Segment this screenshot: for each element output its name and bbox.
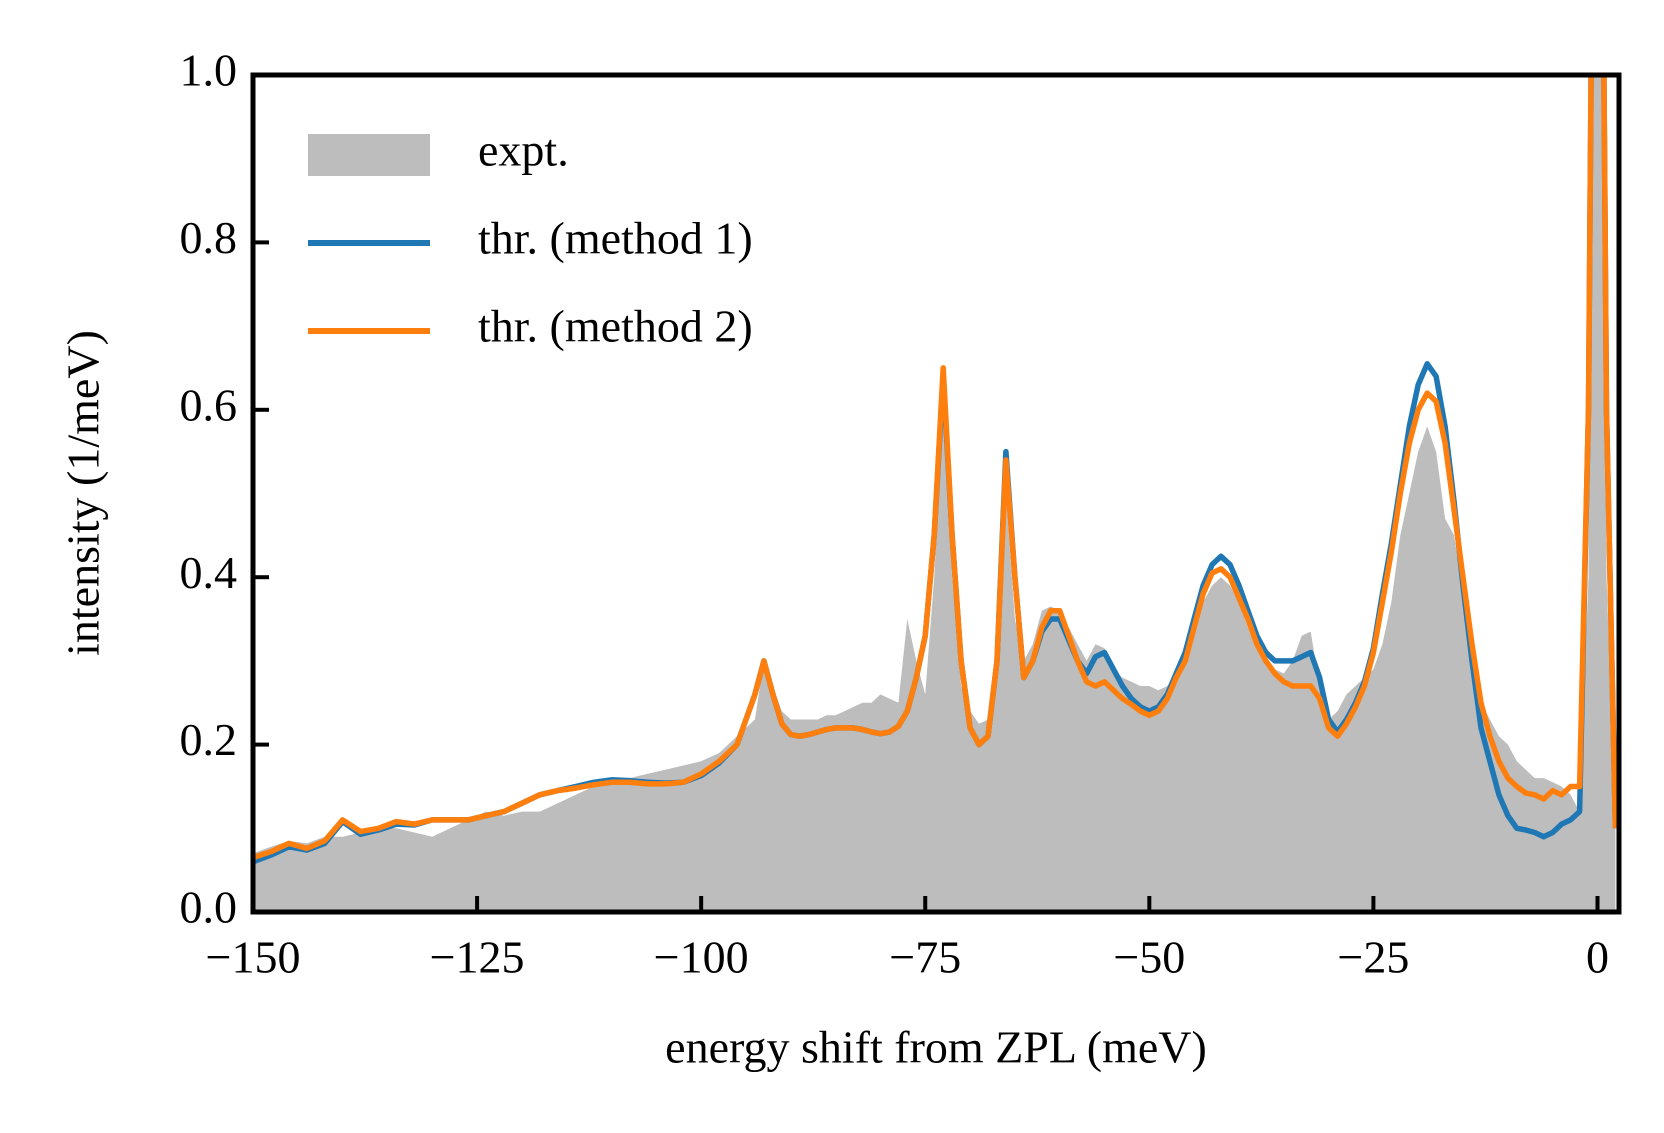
axes: −150 −125 −100 −75 −50 −25 0 0.0 0.2 0.4 0.6 0.8 1.0…: [180, 45, 1622, 983]
x-tick-label: −150: [206, 932, 301, 983]
y-tick-label: 0.0: [180, 882, 238, 933]
x-tick-label: −100: [654, 932, 749, 983]
line: [253, 75, 1619, 861]
legend-label: expt.: [478, 125, 569, 176]
legend-label: thr. (method 2): [478, 301, 753, 352]
legend-swatch: [308, 134, 430, 176]
x-tick-label: 0: [1586, 932, 1609, 983]
plot-frame: [250, 72, 1622, 915]
y-tick-label: 0.2: [180, 714, 238, 765]
y-axis-label: intensity (1/meV): [58, 330, 109, 656]
x-tick-label: −125: [430, 932, 525, 983]
x-tick-label: −75: [889, 932, 961, 983]
y-tick-label: 0.8: [180, 212, 238, 263]
x-tick-label: −50: [1113, 932, 1185, 983]
plot-area: [253, 75, 1619, 912]
x-axis-label: energy shift from ZPL (meV): [665, 1022, 1207, 1073]
y-tick-label: 1.0: [180, 45, 238, 96]
x-tick-label: −25: [1337, 932, 1409, 983]
y-tick-label: 0.6: [180, 379, 238, 430]
area: [253, 75, 1616, 912]
y-tick-label: 0.4: [180, 547, 238, 598]
legend-label: thr. (method 1): [478, 213, 753, 264]
